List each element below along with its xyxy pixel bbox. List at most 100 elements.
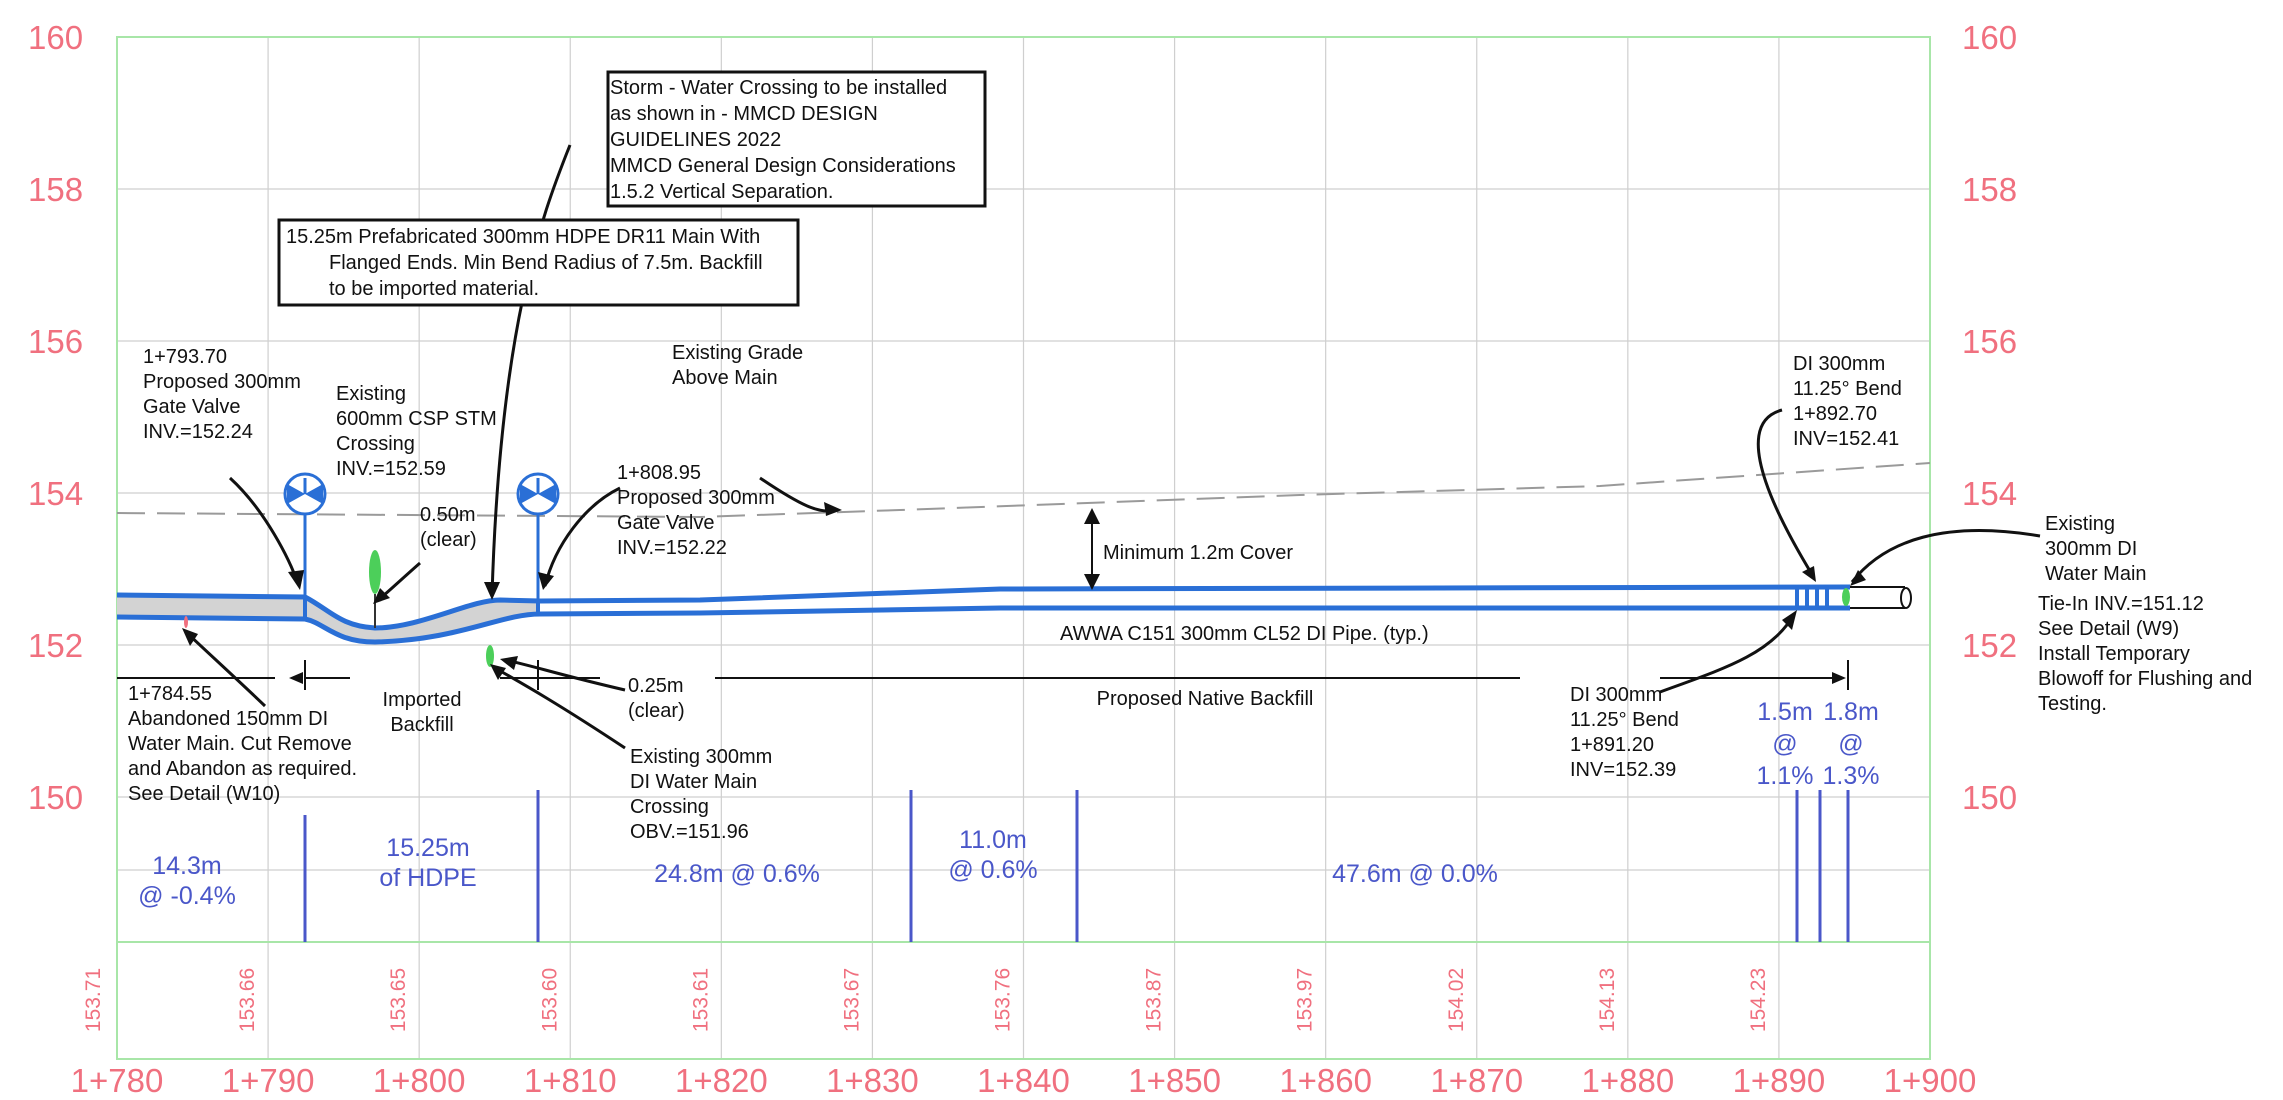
segment-2-line: 15.25m — [386, 834, 469, 862]
storm-note-line: MMCD General Design Considerations — [610, 155, 956, 177]
bend-1-note-line: 11.25° Bend — [1570, 709, 1679, 731]
gate-valve-1-note-line: INV.=152.24 — [143, 421, 253, 443]
elevation-label-left: 150 — [28, 779, 83, 816]
existing-csp-note-line: Crossing — [336, 433, 415, 455]
elevation-label-left: 156 — [28, 323, 83, 360]
existing-main-note-line: Water Main — [2045, 563, 2147, 585]
ground-elevation-labels: 153.71 153.66 153.65 153.60 153.61 153.67 153.… — [82, 968, 1770, 1032]
elevation-label-right: 158 — [1962, 171, 2017, 208]
segment-4-line: 11.0m — [959, 826, 1027, 854]
segment-4-line: @ 0.6% — [948, 856, 1037, 884]
pipe-bottom-line — [116, 605, 1850, 645]
storm-note-box — [606, 70, 987, 208]
gate-valve-2-icon — [516, 472, 560, 601]
ground-elevation-label: 154.13 — [1596, 968, 1619, 1032]
storm-note-line: as shown in - MMCD DESIGN — [610, 103, 878, 125]
elevation-label-right: 160 — [1962, 19, 2017, 56]
segment-dividers — [303, 790, 1850, 942]
ground-elevation-label: 153.71 — [82, 968, 105, 1032]
gate-valve-1-icon — [283, 472, 327, 597]
station-label: 1+870 — [1430, 1062, 1523, 1099]
segment-6-line: 1.5m — [1757, 698, 1813, 726]
drawing-frame — [116, 36, 1931, 1060]
pipe-top-line — [116, 584, 1851, 631]
station-label: 1+850 — [1128, 1062, 1221, 1099]
imported-backfill-note-line: Backfill — [390, 714, 453, 736]
hdpe-note-line: 15.25m Prefabricated 300mm HDPE DR11 Mai… — [286, 226, 760, 248]
tie-in-note-line: Tie-In INV.=151.12 — [2038, 593, 2204, 615]
storm-note-line: 1.5.2 Vertical Separation. — [610, 181, 833, 203]
existing-grade-line — [116, 462, 1931, 519]
storm-note-line: GUIDELINES 2022 — [610, 129, 781, 151]
storm-crossing-marker-icon — [369, 550, 381, 594]
hdpe-note-box — [277, 218, 800, 307]
abandoned-note-line: See Detail (W10) — [128, 783, 280, 805]
bend-1-note-line: INV=152.39 — [1570, 759, 1676, 781]
leader-arrowheads — [182, 502, 1866, 680]
station-label: 1+860 — [1279, 1062, 1372, 1099]
segment-6-line: 1.1% — [1757, 762, 1814, 790]
elevation-label-right: 150 — [1962, 779, 2017, 816]
hdpe-note-2-line: Flanged Ends. Min Bend Radius of 7.5m. B… — [329, 252, 763, 274]
existing-main-stub — [1850, 586, 1905, 609]
existing-csp-note-line: Existing — [336, 383, 406, 405]
gate-valve-2-note-line: 1+808.95 — [617, 462, 701, 484]
bend-2-note-line: INV=152.41 — [1793, 428, 1899, 450]
clearance-050-note-line: 0.50m — [420, 504, 476, 526]
tie-in-note-line: Install Temporary — [2038, 643, 2190, 665]
station-label: 1+820 — [675, 1062, 768, 1099]
elevation-label-right: 154 — [1962, 475, 2017, 512]
bend-1-note-line: DI 300mm — [1570, 684, 1662, 706]
existing-csp-note-line: INV.=152.59 — [336, 458, 446, 480]
segment-1-line: @ -0.4% — [138, 882, 236, 910]
ground-elevation-label: 153.65 — [387, 968, 410, 1032]
gate-valve-1-note-line: Proposed 300mm — [143, 371, 301, 393]
abandoned-main-marker-icon — [184, 616, 188, 628]
ground-elevation-label: 153.76 — [992, 968, 1015, 1032]
existing-di-crossing-note-line: OBV.=151.96 — [630, 821, 749, 843]
existing-main-note-line: 300mm DI — [2045, 538, 2137, 560]
segment-5-line: 47.6m @ 0.0% — [1332, 860, 1498, 888]
existing-main-end-icon — [1900, 587, 1912, 609]
abandoned-note-line: Abandoned 150mm DI — [128, 708, 328, 730]
gate-valve-2-note-line: Gate Valve — [617, 512, 714, 534]
existing-di-crossing-note-line: Existing 300mm — [630, 746, 772, 768]
station-label: 1+780 — [71, 1062, 164, 1099]
station-label: 1+830 — [826, 1062, 919, 1099]
min-cover-note-line: Minimum 1.2m Cover — [1103, 542, 1293, 564]
existing-di-crossing-note-line: DI Water Main — [630, 771, 757, 793]
segment-7-line: 1.8m — [1823, 698, 1879, 726]
station-label: 1+840 — [977, 1062, 1070, 1099]
station-label: 1+890 — [1733, 1062, 1826, 1099]
segment-2-line: of HDPE — [379, 864, 476, 892]
di-crossing-marker-icon — [486, 645, 494, 667]
elevation-label-left: 160 — [28, 19, 83, 56]
station-label: 1+900 — [1884, 1062, 1977, 1099]
existing-main-note-line: Existing — [2045, 513, 2115, 535]
elevation-label-left: 154 — [28, 475, 83, 512]
clearance-025-note-line: (clear) — [628, 700, 685, 722]
clearance-050-note-line: (clear) — [420, 529, 477, 551]
abandoned-note-line: 1+784.55 — [128, 683, 212, 705]
station-label: 1+790 — [222, 1062, 315, 1099]
gate-valve-2-note-line: INV.=152.22 — [617, 537, 727, 559]
backfill-dimension-line — [117, 660, 1849, 690]
storm-note-line: Storm - Water Crossing to be installed — [610, 77, 947, 99]
ground-elevation-label: 153.61 — [689, 968, 712, 1032]
elevation-axis-left: 160 158 156 154 152 150 — [28, 19, 83, 816]
ground-elevation-label: 153.67 — [840, 968, 863, 1032]
segment-7-line: @ — [1838, 730, 1863, 758]
segment-3-line: 24.8m @ 0.6% — [654, 860, 820, 888]
tie-in-marker-icon — [1842, 588, 1850, 606]
elevation-label-left: 152 — [28, 627, 83, 664]
native-backfill-note-line: Proposed Native Backfill — [1097, 688, 1314, 710]
tie-in-note-line: See Detail (W9) — [2038, 618, 2179, 640]
tie-in-note-line: Testing. — [2038, 693, 2107, 715]
imported-backfill-zone — [117, 595, 540, 642]
station-label: 1+880 — [1581, 1062, 1674, 1099]
station-label: 1+810 — [524, 1062, 617, 1099]
ground-elevation-label: 154.02 — [1445, 968, 1468, 1032]
abandoned-note-line: Water Main. Cut Remove — [128, 733, 352, 755]
hdpe-note-line: to be imported material. — [329, 278, 539, 300]
